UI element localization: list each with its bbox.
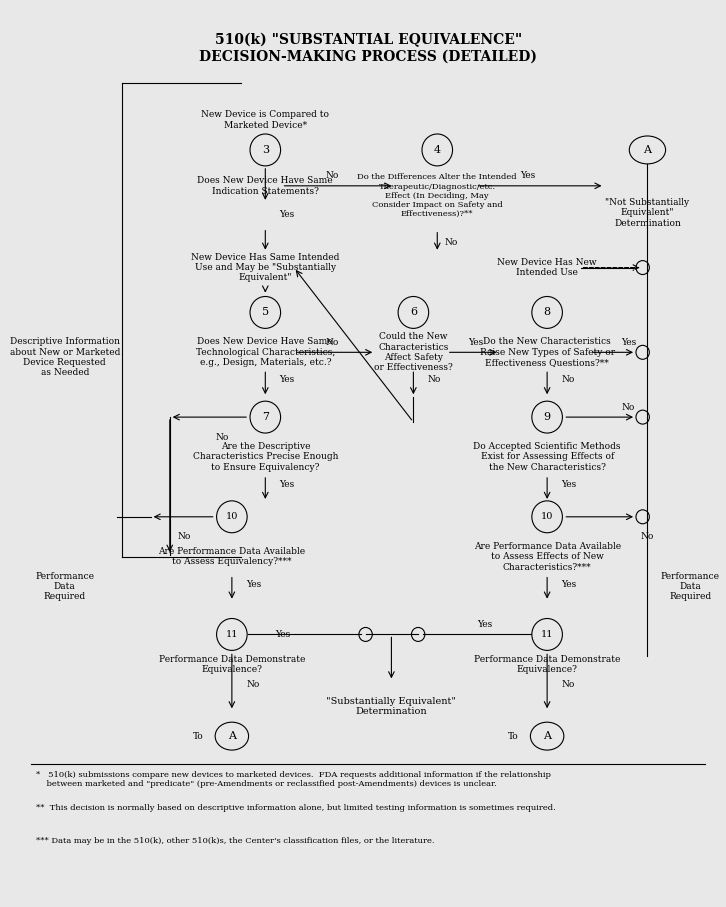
Text: Yes: Yes	[561, 481, 576, 490]
Text: Do the New Characteristics
Raise New Types of Safety or
Effectiveness Questions?: Do the New Characteristics Raise New Typ…	[480, 337, 615, 367]
Text: A: A	[543, 731, 551, 741]
Text: No: No	[561, 679, 575, 688]
Text: No: No	[216, 433, 229, 442]
Text: 3: 3	[262, 145, 269, 155]
Text: Yes: Yes	[275, 630, 290, 639]
Text: A: A	[643, 145, 651, 155]
Text: Do Accepted Scientific Methods
Exist for Assessing Effects of
the New Characteri: Do Accepted Scientific Methods Exist for…	[473, 442, 621, 472]
Text: Are Performance Data Available
to Assess Equivalency?***: Are Performance Data Available to Assess…	[158, 547, 306, 566]
Text: 10: 10	[541, 512, 553, 522]
Text: Descriptive Information
about New or Marketed
Device Requested
as Needed: Descriptive Information about New or Mar…	[9, 337, 120, 377]
Text: New Device Has Same Intended
Use and May be "Substantially
Equivalent": New Device Has Same Intended Use and May…	[191, 253, 340, 282]
Text: *** Data may be in the 510(k), other 510(k)s, the Center's classification files,: *** Data may be in the 510(k), other 510…	[36, 837, 435, 844]
Text: 7: 7	[262, 412, 269, 422]
Text: No: No	[621, 403, 635, 412]
Text: New Device Has New
Intended Use: New Device Has New Intended Use	[497, 258, 597, 278]
Text: 8: 8	[544, 307, 551, 317]
Text: Yes: Yes	[246, 580, 261, 590]
Text: Performance Data Demonstrate
Equivalence?: Performance Data Demonstrate Equivalence…	[474, 655, 620, 674]
Text: 6: 6	[409, 307, 417, 317]
Text: To: To	[508, 732, 519, 741]
Text: A: A	[228, 731, 236, 741]
Text: Does New Device Have Same
Indication Statements?: Does New Device Have Same Indication Sta…	[197, 176, 333, 196]
Text: No: No	[561, 375, 575, 384]
Text: 4: 4	[433, 145, 441, 155]
Text: "Not Substantially
Equivalent"
Determination: "Not Substantially Equivalent" Determina…	[605, 198, 690, 228]
Text: 5: 5	[262, 307, 269, 317]
Text: **  This decision is normally based on descriptive information alone, but limite: ** This decision is normally based on de…	[36, 804, 556, 812]
Text: Yes: Yes	[478, 620, 493, 629]
Text: Does New Device Have Same
Technological Characteristics,
e.g., Design, Materials: Does New Device Have Same Technological …	[196, 337, 335, 367]
Text: To: To	[193, 732, 204, 741]
Text: Yes: Yes	[561, 580, 576, 590]
Text: *   510(k) submissions compare new devices to marketed devices.  FDA requests ad: * 510(k) submissions compare new devices…	[36, 771, 551, 788]
Text: 510(k) "SUBSTANTIAL EQUIVALENCE"
DECISION-MAKING PROCESS (DETAILED): 510(k) "SUBSTANTIAL EQUIVALENCE" DECISIO…	[200, 33, 537, 63]
Text: Yes: Yes	[280, 375, 295, 384]
Text: No: No	[641, 532, 654, 541]
Text: No: No	[325, 171, 339, 180]
Text: Yes: Yes	[621, 337, 636, 346]
Text: Are Performance Data Available
to Assess Effects of New
Characteristics?***: Are Performance Data Available to Assess…	[473, 541, 621, 571]
Text: No: No	[428, 375, 441, 384]
Text: Yes: Yes	[468, 337, 483, 346]
Text: Performance Data Demonstrate
Equivalence?: Performance Data Demonstrate Equivalence…	[159, 655, 305, 674]
Text: 11: 11	[541, 630, 553, 639]
Text: No: No	[177, 532, 191, 541]
Text: 11: 11	[226, 630, 238, 639]
Text: Could the New
Characteristics
Affect Safety
or Effectiveness?: Could the New Characteristics Affect Saf…	[374, 332, 453, 373]
Text: Performance
Data
Required: Performance Data Required	[661, 571, 720, 601]
Text: Yes: Yes	[280, 481, 295, 490]
Text: Do the Differences Alter the Intended
Therapeutic/Diagnostic/etc.
Effect (In Dec: Do the Differences Alter the Intended Th…	[357, 173, 517, 219]
Text: Yes: Yes	[280, 210, 295, 219]
Text: New Device is Compared to
Marketed Device*: New Device is Compared to Marketed Devic…	[201, 111, 330, 130]
Text: No: No	[325, 337, 339, 346]
Text: Yes: Yes	[521, 171, 536, 180]
Text: No: No	[246, 679, 260, 688]
Text: 10: 10	[226, 512, 238, 522]
Text: Are the Descriptive
Characteristics Precise Enough
to Ensure Equivalency?: Are the Descriptive Characteristics Prec…	[192, 442, 338, 472]
Text: "Substantially Equivalent"
Determination: "Substantially Equivalent" Determination	[327, 697, 457, 716]
Text: 9: 9	[544, 412, 551, 422]
Text: No: No	[445, 239, 458, 247]
Text: Performance
Data
Required: Performance Data Required	[35, 571, 94, 601]
